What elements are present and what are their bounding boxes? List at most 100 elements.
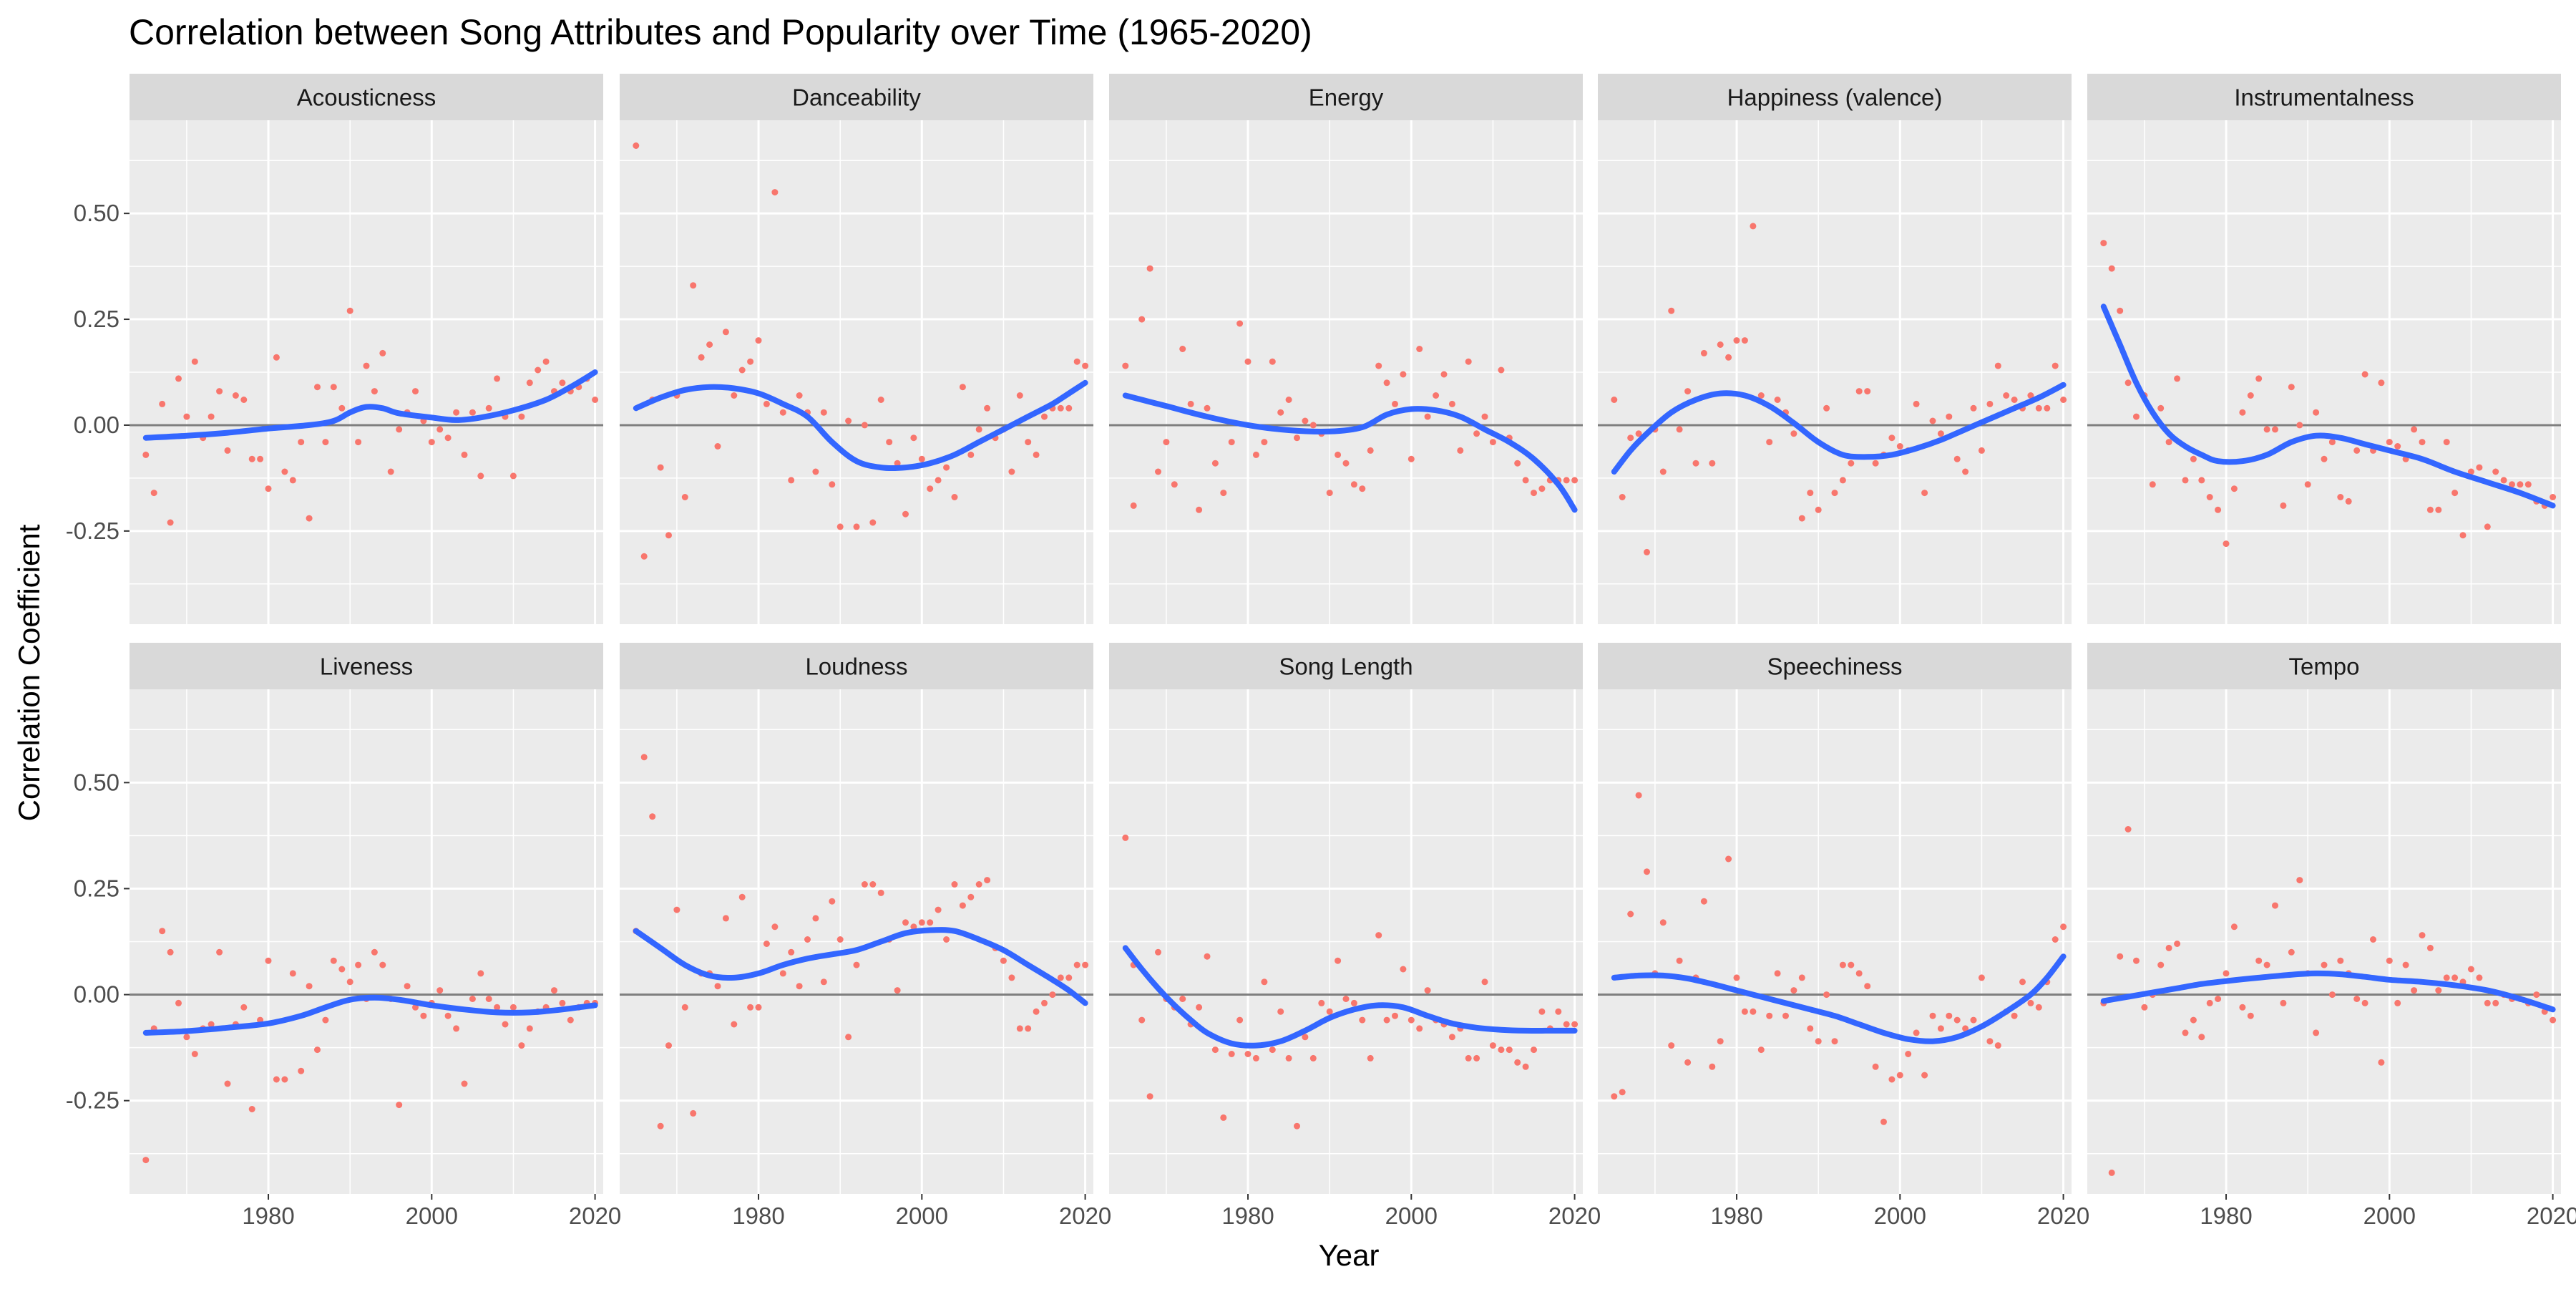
x-tick-label: 2020 — [1548, 1203, 1601, 1229]
data-point — [1033, 1008, 1040, 1015]
data-point — [2328, 439, 2336, 446]
data-point — [1619, 494, 1626, 500]
data-point — [1424, 413, 1431, 420]
data-point — [2182, 1029, 2189, 1036]
data-point — [2272, 902, 2278, 909]
data-point — [861, 422, 868, 429]
data-point — [1888, 1076, 1896, 1083]
data-point — [2394, 443, 2401, 450]
data-point — [714, 983, 721, 990]
data-point — [142, 1157, 150, 1164]
y-tick-label: -0.25 — [66, 518, 119, 544]
data-point — [444, 1012, 452, 1019]
data-point — [175, 375, 182, 382]
data-point — [1057, 404, 1064, 412]
data-point — [1187, 400, 1194, 407]
data-point — [396, 1102, 403, 1109]
data-point — [714, 443, 721, 450]
data-point — [2484, 999, 2491, 1006]
data-point — [698, 354, 705, 361]
data-point — [2157, 961, 2165, 968]
y-tick-label: 0.00 — [74, 981, 119, 1008]
data-point — [518, 1042, 525, 1049]
data-point — [2215, 506, 2222, 513]
data-point — [1855, 388, 1863, 395]
data-point — [1700, 898, 1707, 905]
data-point — [902, 510, 909, 518]
data-point — [1481, 978, 1488, 986]
data-point — [2550, 1016, 2557, 1024]
data-point — [1937, 430, 1944, 437]
data-point — [453, 1025, 460, 1032]
data-point — [747, 358, 754, 365]
data-point — [1065, 404, 1073, 412]
data-point — [894, 987, 901, 994]
data-point — [771, 189, 779, 196]
data-point — [436, 426, 444, 433]
data-point — [461, 1080, 468, 1087]
data-point — [2361, 371, 2368, 378]
strip-background — [1598, 643, 2072, 689]
data-point — [1407, 455, 1415, 462]
data-point — [526, 1025, 533, 1032]
data-point — [1228, 1051, 1235, 1057]
data-point — [1473, 1054, 1480, 1062]
data-point — [2182, 477, 2189, 484]
data-point — [2060, 923, 2067, 931]
data-point — [444, 434, 452, 442]
smooth-trend-line — [1122, 392, 1578, 513]
data-point — [2051, 936, 2059, 943]
data-point — [1392, 400, 1398, 407]
data-point — [747, 1004, 754, 1011]
data-point — [183, 1034, 190, 1041]
data-point — [1008, 468, 1015, 475]
data-point — [877, 397, 884, 403]
data-point — [1717, 341, 1724, 348]
data-point — [2337, 494, 2344, 500]
data-point — [142, 451, 150, 458]
data-point — [935, 906, 942, 913]
data-point — [1986, 1038, 1994, 1045]
data-point — [1375, 362, 1382, 369]
data-point — [861, 881, 868, 888]
data-point — [526, 379, 533, 387]
data-point — [1138, 316, 1146, 323]
data-point — [657, 1122, 664, 1130]
x-tick-label: 2000 — [896, 1203, 948, 1229]
data-point — [1392, 1012, 1398, 1019]
data-point — [2524, 481, 2532, 488]
data-point — [322, 439, 329, 446]
data-point — [1228, 439, 1235, 446]
data-point — [477, 472, 484, 480]
data-point — [649, 813, 656, 820]
data-point — [1155, 468, 1161, 475]
data-point — [1041, 413, 1048, 420]
data-point — [1563, 1021, 1570, 1028]
data-point — [1138, 1016, 1146, 1024]
data-point — [2370, 936, 2376, 943]
data-point — [681, 1004, 688, 1011]
data-point — [796, 983, 803, 990]
data-point — [2288, 948, 2295, 956]
data-point — [1831, 1038, 1838, 1045]
data-point — [910, 434, 917, 442]
data-point — [167, 519, 174, 526]
data-point — [1309, 1054, 1317, 1062]
data-point — [1261, 439, 1268, 446]
data-point — [379, 961, 386, 968]
strip-label: Instrumentalness — [2234, 84, 2414, 111]
x-tick-label: 1980 — [2200, 1203, 2252, 1229]
data-point — [706, 341, 713, 348]
data-point — [314, 1046, 321, 1054]
smooth-trend-line — [2100, 303, 2556, 509]
data-point — [951, 494, 958, 500]
data-point — [918, 455, 925, 462]
data-point — [640, 754, 648, 761]
data-point — [779, 970, 786, 977]
data-point — [518, 413, 525, 420]
data-point — [2117, 307, 2124, 314]
data-point — [2296, 422, 2303, 429]
data-point — [1252, 1054, 1259, 1062]
data-point — [1269, 1046, 1276, 1054]
data-point — [322, 1016, 329, 1024]
